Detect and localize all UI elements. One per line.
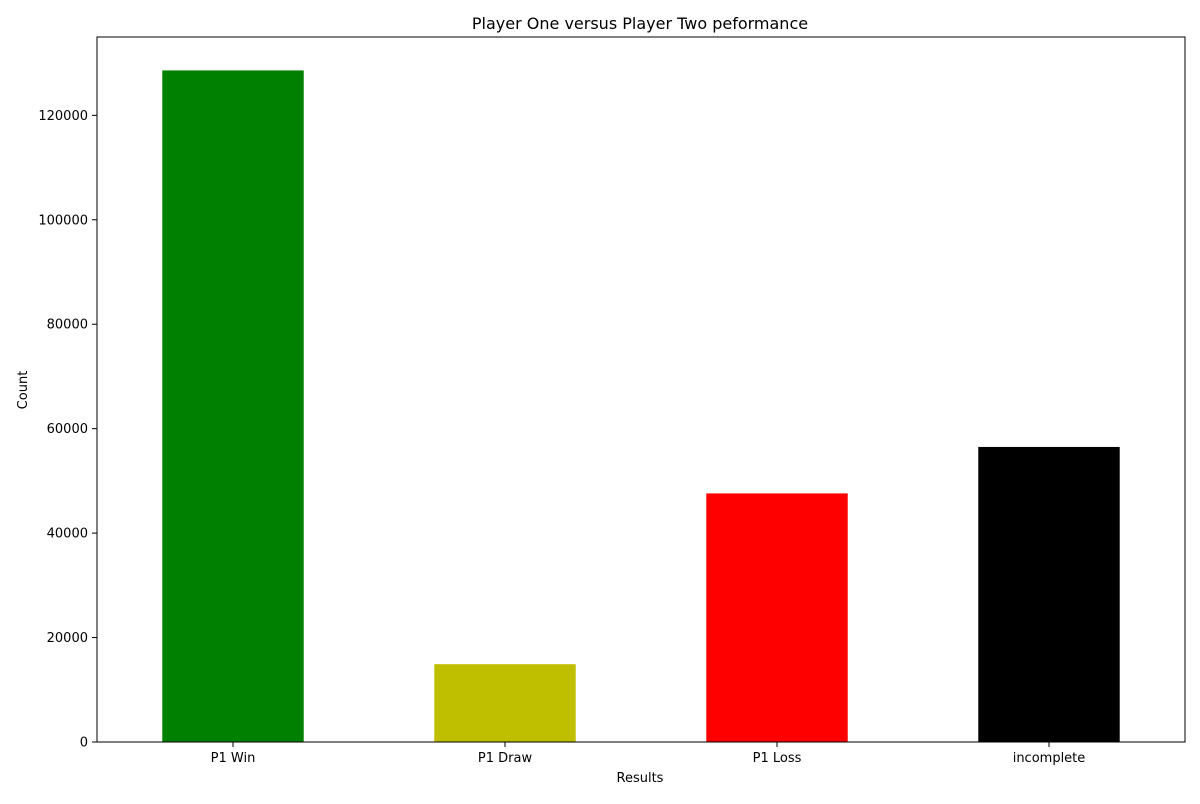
y-tick-label: 0 (80, 736, 88, 751)
bar-p1-win (162, 70, 304, 743)
x-axis: P1 Win P1 Draw P1 Loss incomplete (211, 742, 1086, 766)
bar-p1-loss (706, 493, 848, 742)
y-tick-label: 120000 (38, 109, 88, 124)
y-tick-label: 80000 (47, 318, 88, 333)
bar-p1-draw (434, 664, 576, 742)
y-axis: 0 20000 40000 60000 80000 100000 120000 (38, 109, 97, 751)
bar-incomplete (978, 446, 1120, 742)
x-axis-label: Results (617, 771, 664, 786)
x-tick-label: P1 Loss (753, 751, 802, 766)
x-tick-label: incomplete (1013, 751, 1086, 766)
chart-title: Player One versus Player Two peformance (472, 14, 808, 33)
bars-group (162, 70, 1120, 743)
x-tick-label: P1 Win (211, 751, 256, 766)
y-axis-label: Count (16, 371, 31, 410)
y-tick-label: 60000 (47, 422, 88, 437)
plot-frame (96, 36, 1186, 743)
y-tick-label: 20000 (47, 631, 88, 646)
y-tick-label: 100000 (38, 213, 88, 228)
x-tick-label: P1 Draw (478, 751, 533, 766)
y-tick-label: 40000 (47, 527, 88, 542)
